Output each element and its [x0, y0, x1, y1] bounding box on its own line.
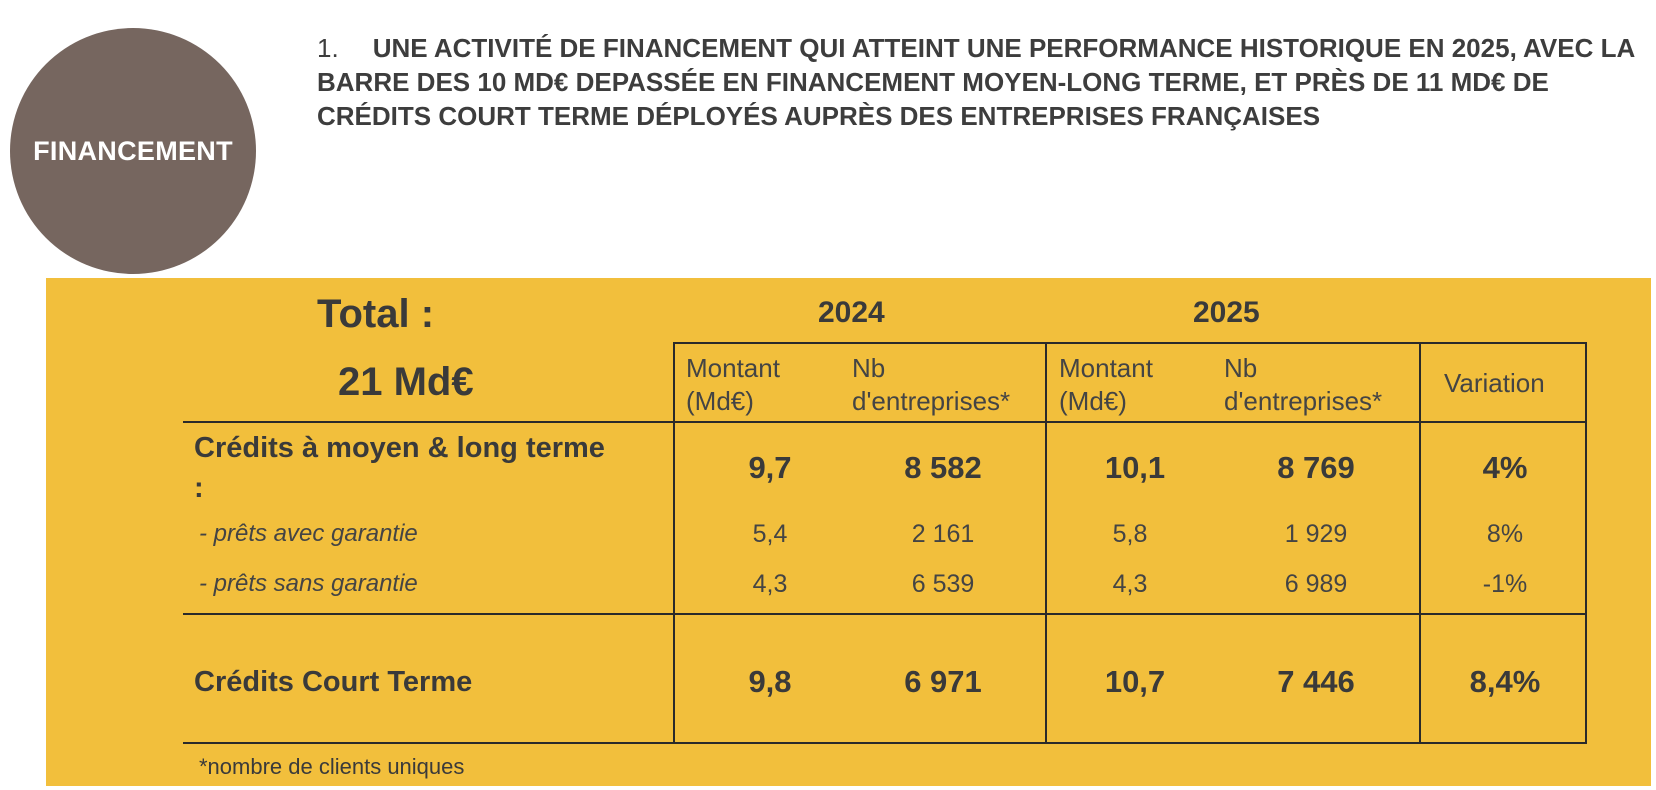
- col-header-nb-2025: Nb d'entreprises*: [1224, 353, 1383, 416]
- cell-mlt-montant-2024: 9,7: [748, 450, 792, 485]
- cell-ct-montant-2025: 10,7: [1104, 664, 1166, 699]
- total-value: 21 Md€: [338, 360, 474, 404]
- cell-mlt-montant-2025: 10,1: [1104, 450, 1166, 485]
- rule-col-right: [1585, 342, 1587, 742]
- cell-avec-nb-2024: 2 161: [911, 520, 975, 548]
- heading-number: 1.: [317, 33, 339, 63]
- row-label-avec-garantie: - prêts avec garantie: [199, 520, 418, 547]
- cell-sans-montant-2024: 4,3: [752, 570, 788, 598]
- cell-ct-nb-2024: 6 971: [904, 664, 982, 699]
- col-header-variation: Variation: [1444, 368, 1545, 398]
- col-header-montant-2025: Montant (Md€): [1059, 353, 1153, 416]
- rule-col-2025-left: [1045, 342, 1047, 742]
- cell-avec-montant-2025: 5,8: [1112, 520, 1148, 548]
- heading-text: UNE ACTIVITÉ DE FINANCEMENT QUI ATTEINT …: [317, 33, 1635, 131]
- row-label-court-terme: Crédits Court Terme: [194, 666, 473, 698]
- cell-ct-montant-2024: 9,8: [748, 664, 792, 699]
- cell-mlt-nb-2025: 8 769: [1277, 450, 1355, 485]
- year-2025-header: 2025: [1193, 296, 1260, 329]
- cell-ct-nb-2025: 7 446: [1277, 664, 1355, 699]
- cell-avec-variation: 8%: [1486, 520, 1524, 548]
- row-label-mlt: Crédits à moyen & long terme :: [194, 432, 605, 504]
- cell-sans-nb-2024: 6 539: [911, 570, 975, 598]
- cell-sans-montant-2025: 4,3: [1112, 570, 1148, 598]
- cell-sans-variation: -1%: [1482, 570, 1528, 598]
- footnote: *nombre de clients uniques: [199, 754, 465, 779]
- cell-avec-nb-2025: 1 929: [1284, 520, 1348, 548]
- financing-table-panel: [46, 278, 1651, 786]
- cell-sans-nb-2025: 6 989: [1284, 570, 1348, 598]
- section-heading: 1. UNE ACTIVITÉ DE FINANCEMENT QUI ATTEIN…: [317, 31, 1647, 133]
- badge-label: FINANCEMENT: [33, 135, 233, 166]
- rule-col-variation-left: [1419, 342, 1421, 742]
- rule-header-bottom: [183, 421, 1587, 423]
- cell-mlt-variation: 4%: [1482, 450, 1528, 485]
- financement-badge: FINANCEMENT: [10, 28, 256, 274]
- total-label: Total :: [317, 292, 435, 336]
- cell-ct-variation: 8,4%: [1469, 664, 1541, 699]
- rule-col-2024-left: [673, 342, 675, 742]
- row-label-sans-garantie: - prêts sans garantie: [199, 570, 418, 597]
- cell-mlt-nb-2024: 8 582: [904, 450, 982, 485]
- rule-table-bottom: [183, 742, 1587, 744]
- col-header-nb-2024: Nb d'entreprises*: [852, 353, 1011, 416]
- cell-avec-montant-2024: 5,4: [752, 520, 788, 548]
- rule-header-top: [673, 342, 1587, 344]
- col-header-montant-2024: Montant (Md€): [686, 353, 780, 416]
- rule-section-divider: [183, 613, 1587, 615]
- year-2024-header: 2024: [818, 296, 885, 329]
